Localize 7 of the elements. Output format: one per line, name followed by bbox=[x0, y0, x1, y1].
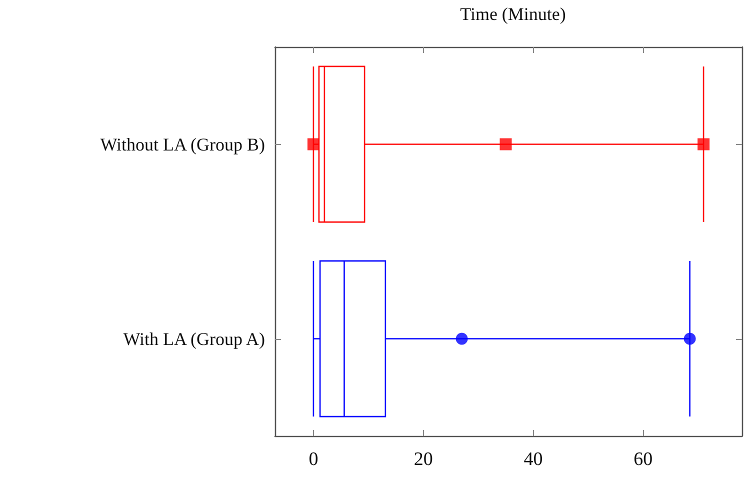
y-tick-label: With LA (Group A) bbox=[123, 328, 265, 349]
x-tick-label: 20 bbox=[414, 449, 433, 470]
x-tick-label: 60 bbox=[634, 449, 653, 470]
chart-title: Time (Minute) bbox=[460, 4, 566, 24]
y-tick-label: Without LA (Group B) bbox=[100, 134, 265, 154]
x-tick-label: 40 bbox=[524, 449, 543, 470]
x-tick-label: 0 bbox=[308, 449, 318, 470]
